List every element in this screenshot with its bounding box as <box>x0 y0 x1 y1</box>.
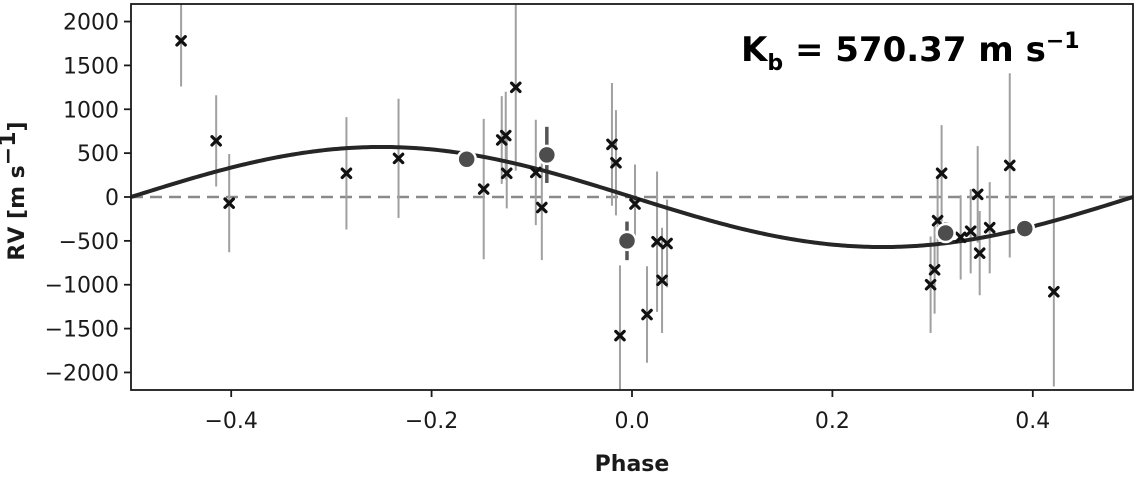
y-tick-label: 500 <box>77 142 119 167</box>
data-point-x <box>392 152 405 165</box>
y-tick-label: −1500 <box>45 318 119 343</box>
y-tick-label: −1000 <box>45 274 119 299</box>
y-tick-label: 1500 <box>63 54 119 79</box>
data-point-x <box>536 201 548 214</box>
y-axis-label-superscript: −1 <box>0 131 21 165</box>
data-point-x <box>210 135 222 147</box>
y-axis-label-close: ] <box>5 121 30 131</box>
annotation-value: = 570.37 m s <box>783 30 1046 70</box>
y-tick-label: 2000 <box>63 11 119 36</box>
y-axis-label-main: RV [m s <box>5 165 30 260</box>
plot-area <box>131 4 1133 390</box>
data-point-x <box>954 231 967 244</box>
data-point-x <box>973 247 986 259</box>
data-point-x <box>509 81 522 94</box>
y-tick-label: −500 <box>59 230 119 255</box>
data-point-x <box>629 198 641 210</box>
axes: 2000 1500 1000 500 0 −500 −1000 −1500 −2000 −0.4 −… <box>45 11 1051 434</box>
binned-data-point <box>456 149 477 170</box>
y-axis-label: RV [m s−1] <box>0 121 30 260</box>
annotation-subscript: b <box>767 51 783 76</box>
x-tick-label: 0.4 <box>1015 409 1050 434</box>
data-point-x <box>651 235 663 248</box>
semi-amplitude-annotation: Kb = 570.37 m s−1 <box>741 29 1080 76</box>
data-point-x <box>935 167 948 180</box>
binned-data-point <box>1014 218 1036 239</box>
x-axis-label: Phase <box>595 452 670 477</box>
data-point-x <box>340 167 353 180</box>
data-point-x <box>610 156 622 169</box>
binned-data-point <box>536 144 558 166</box>
y-tick-label: −2000 <box>45 361 119 386</box>
binned-data-point <box>935 222 956 244</box>
x-tick-label: 0.2 <box>815 409 850 434</box>
data-point-x <box>1003 159 1016 172</box>
annotation-superscript: −1 <box>1046 29 1080 54</box>
x-tick-label: 0.0 <box>615 409 650 434</box>
data-point-x <box>500 167 513 180</box>
y-tick-label: 1000 <box>63 98 119 123</box>
data-point-x <box>641 308 653 321</box>
data-point-x <box>530 166 542 179</box>
x-tick-label: −0.2 <box>405 409 458 434</box>
data-point-x <box>928 264 941 276</box>
annotation-base: K <box>741 30 769 70</box>
data-point-x <box>964 225 977 238</box>
data-point-x <box>1048 285 1060 298</box>
data-point-x <box>971 188 984 201</box>
model-curve <box>131 144 1133 250</box>
data-point-x <box>924 278 937 291</box>
binned-data-point <box>616 230 638 252</box>
y-tick-label: 0 <box>105 186 119 211</box>
x-tick-label: −0.4 <box>204 409 257 434</box>
data-point-x <box>499 129 512 142</box>
data-point-x <box>983 221 996 234</box>
data-point-x <box>223 197 235 209</box>
data-point-x <box>477 183 490 195</box>
data-point-x <box>656 274 668 287</box>
data-point-x <box>614 329 626 342</box>
data-point-x <box>606 138 618 151</box>
data-point-x <box>931 214 944 227</box>
data-point-x <box>661 237 673 250</box>
data-point-x <box>175 35 187 47</box>
